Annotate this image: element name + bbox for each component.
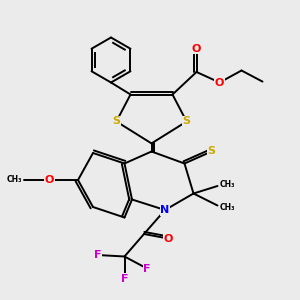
Text: O: O	[215, 77, 224, 88]
Text: F: F	[143, 263, 151, 274]
Text: S: S	[112, 116, 120, 127]
Text: F: F	[121, 274, 128, 284]
Text: O: O	[45, 175, 54, 185]
Text: CH₃: CH₃	[220, 202, 235, 211]
Text: N: N	[160, 205, 169, 215]
Text: CH₃: CH₃	[7, 176, 22, 184]
Text: F: F	[94, 250, 101, 260]
Text: O: O	[192, 44, 201, 54]
Text: S: S	[183, 116, 190, 127]
Text: S: S	[208, 146, 215, 157]
Text: CH₃: CH₃	[220, 180, 235, 189]
Text: O: O	[163, 233, 173, 244]
